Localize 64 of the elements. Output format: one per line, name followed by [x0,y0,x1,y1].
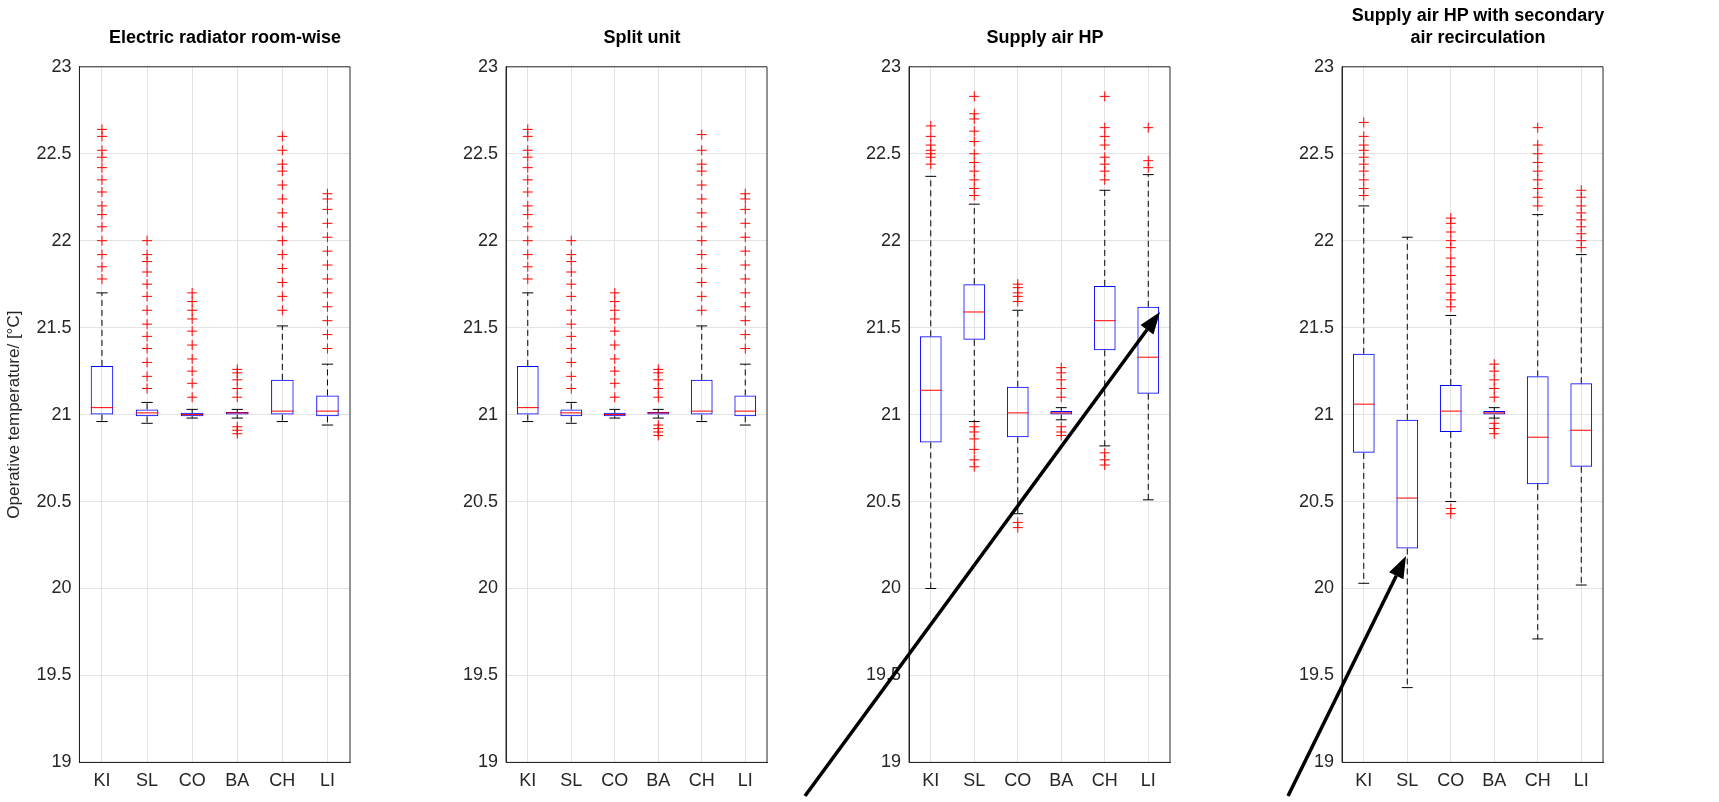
y-tick-label: 20.5 [36,490,72,511]
chart-title: Split unit [602,26,682,48]
x-tick-label: CH [269,770,296,791]
y-tick-label: 23 [478,55,499,76]
chart-title: Electric radiator room-wise [107,26,343,48]
chart-title: Supply air HP with secondary air recirculation [1350,4,1606,48]
x-tick-label: CH [1524,770,1551,791]
y-tick-label: 19 [881,751,902,772]
y-tick-label: 22.5 [1298,142,1335,163]
x-tick-label: CO [178,770,206,791]
y-tick-label: 20.5 [1298,490,1335,511]
x-tick-label: CO [1004,770,1032,791]
x-tick-label: SL [560,770,583,791]
y-tick-label: 20.5 [865,490,902,511]
y-tick-label: 21.5 [36,316,72,337]
y-tick-label: 23 [51,55,72,76]
y-tick-label: 22.5 [36,142,72,163]
x-tick-label: LI [1140,770,1156,791]
y-axis-title: Operative temperature/ [°C] [3,310,23,519]
y-tick-label: 20 [1314,577,1335,598]
y-tick-label: 20.5 [462,490,499,511]
y-tick-label: 19 [51,751,72,772]
x-tick-label: KI [922,770,940,791]
x-tick-label: BA [1482,770,1507,791]
chart-title: Supply air HP [985,26,1105,48]
y-tick-label: 23 [881,55,902,76]
y-tick-label: 21 [478,403,499,424]
x-tick-label: KI [1355,770,1373,791]
x-tick-label: BA [646,770,671,791]
y-tick-label: 21 [881,403,902,424]
y-tick-label: 21.5 [462,316,499,337]
x-tick-label: SL [963,770,986,791]
y-tick-label: 19.5 [36,664,72,685]
y-tick-label: 21 [51,403,72,424]
y-tick-label: 21 [1314,403,1335,424]
y-tick-label: 21.5 [1298,316,1335,337]
x-tick-label: KI [93,770,111,791]
x-tick-label: LI [737,770,753,791]
x-tick-label: CO [601,770,629,791]
y-tick-label: 20 [478,577,499,598]
x-tick-label: LI [1573,770,1589,791]
x-tick-label: LI [319,770,335,791]
y-tick-label: 20 [51,577,72,598]
y-tick-label: 22 [51,229,72,250]
y-tick-label: 21.5 [865,316,902,337]
y-tick-label: 22 [478,229,499,250]
y-tick-label: 20 [881,577,902,598]
x-tick-label: CO [1437,770,1465,791]
x-tick-label: CH [1091,770,1118,791]
x-tick-label: SL [1396,770,1419,791]
y-tick-label: 22 [881,229,902,250]
y-tick-label: 22 [1314,229,1335,250]
x-tick-label: SL [136,770,159,791]
x-tick-label: CH [688,770,715,791]
y-tick-label: 19 [1314,751,1335,772]
y-tick-label: 19.5 [1298,664,1335,685]
y-tick-label: 22.5 [865,142,902,163]
x-tick-label: BA [225,770,250,791]
x-tick-label: BA [1049,770,1074,791]
y-tick-label: 19.5 [462,664,499,685]
x-tick-label: KI [519,770,537,791]
y-tick-label: 22.5 [462,142,499,163]
y-tick-label: 19 [478,751,499,772]
y-tick-label: 23 [1314,55,1335,76]
